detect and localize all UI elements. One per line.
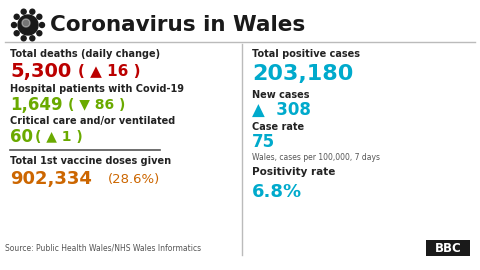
Text: ▲  308: ▲ 308 bbox=[252, 101, 311, 119]
Text: Total deaths (daily change): Total deaths (daily change) bbox=[10, 49, 160, 59]
Text: Total positive cases: Total positive cases bbox=[252, 49, 360, 59]
Text: Hospital patients with Covid-19: Hospital patients with Covid-19 bbox=[10, 84, 184, 94]
Text: 1,649: 1,649 bbox=[10, 96, 62, 114]
Circle shape bbox=[14, 31, 19, 36]
Text: New cases: New cases bbox=[252, 90, 310, 100]
Text: 75: 75 bbox=[252, 133, 275, 151]
Circle shape bbox=[30, 36, 35, 41]
Circle shape bbox=[30, 9, 35, 14]
Circle shape bbox=[21, 9, 26, 14]
Circle shape bbox=[14, 14, 19, 19]
Text: Case rate: Case rate bbox=[252, 122, 304, 132]
Text: 203,180: 203,180 bbox=[252, 64, 353, 84]
Text: ( ▲ 1 ): ( ▲ 1 ) bbox=[35, 130, 83, 144]
Text: Source: Public Health Wales/NHS Wales Informatics: Source: Public Health Wales/NHS Wales In… bbox=[5, 244, 201, 252]
Circle shape bbox=[37, 31, 42, 36]
Circle shape bbox=[39, 22, 45, 28]
Text: Positivity rate: Positivity rate bbox=[252, 167, 336, 177]
Text: BBC: BBC bbox=[434, 241, 461, 255]
Text: ( ▲ 16 ): ( ▲ 16 ) bbox=[78, 65, 141, 79]
Text: Coronavirus in Wales: Coronavirus in Wales bbox=[50, 15, 305, 35]
Text: Wales, cases per 100,000, 7 days: Wales, cases per 100,000, 7 days bbox=[252, 153, 380, 161]
Circle shape bbox=[12, 22, 16, 28]
Circle shape bbox=[22, 19, 30, 27]
Text: ( ▼ 86 ): ( ▼ 86 ) bbox=[68, 98, 125, 112]
Text: 5,300: 5,300 bbox=[10, 62, 71, 82]
Circle shape bbox=[37, 14, 42, 19]
Text: 60: 60 bbox=[10, 128, 33, 146]
FancyBboxPatch shape bbox=[426, 240, 470, 256]
Text: 6.8%: 6.8% bbox=[252, 183, 302, 201]
Text: Critical care and/or ventilated: Critical care and/or ventilated bbox=[10, 116, 175, 126]
Text: (28.6%): (28.6%) bbox=[108, 173, 160, 185]
Circle shape bbox=[18, 15, 38, 35]
Text: 902,334: 902,334 bbox=[10, 170, 92, 188]
Circle shape bbox=[21, 36, 26, 41]
Text: Total 1st vaccine doses given: Total 1st vaccine doses given bbox=[10, 156, 171, 166]
